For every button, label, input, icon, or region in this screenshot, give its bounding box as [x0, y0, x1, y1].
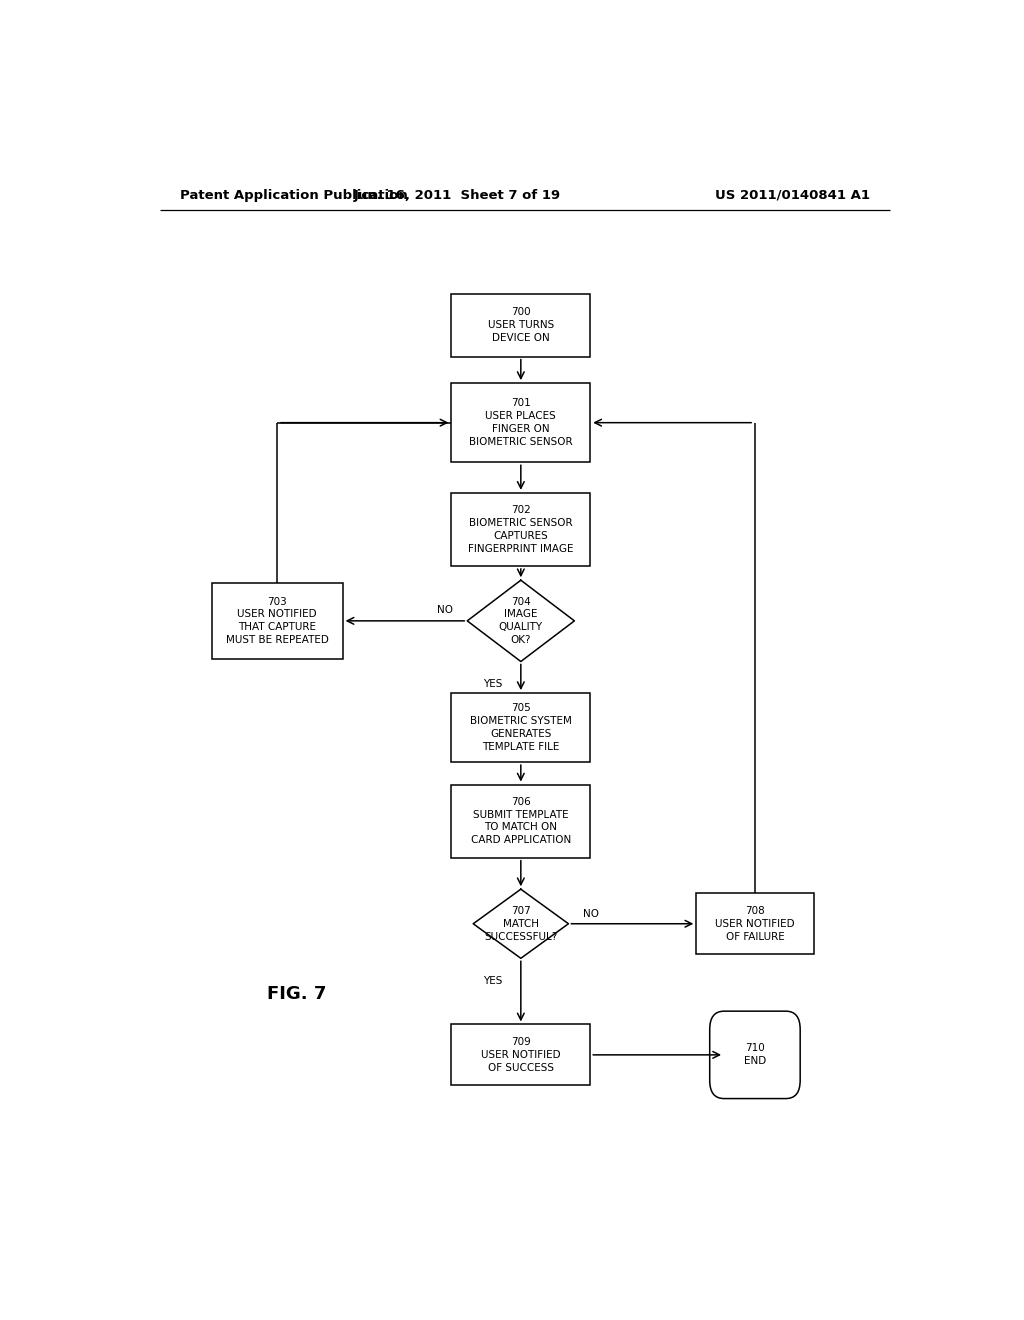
FancyBboxPatch shape — [710, 1011, 800, 1098]
FancyBboxPatch shape — [452, 784, 590, 858]
Text: FIG. 7: FIG. 7 — [267, 985, 327, 1003]
Text: US 2011/0140841 A1: US 2011/0140841 A1 — [715, 189, 870, 202]
Text: 708
USER NOTIFIED
OF FAILURE: 708 USER NOTIFIED OF FAILURE — [715, 906, 795, 941]
Text: NO: NO — [583, 908, 599, 919]
FancyBboxPatch shape — [452, 693, 590, 762]
Text: 704
IMAGE
QUALITY
OK?: 704 IMAGE QUALITY OK? — [499, 597, 543, 645]
Text: 709
USER NOTIFIED
OF SUCCESS: 709 USER NOTIFIED OF SUCCESS — [481, 1038, 561, 1073]
Text: 706
SUBMIT TEMPLATE
TO MATCH ON
CARD APPLICATION: 706 SUBMIT TEMPLATE TO MATCH ON CARD APP… — [471, 797, 571, 845]
Text: 707
MATCH
SUCCESSFUL?: 707 MATCH SUCCESSFUL? — [484, 906, 557, 941]
Text: 701
USER PLACES
FINGER ON
BIOMETRIC SENSOR: 701 USER PLACES FINGER ON BIOMETRIC SENS… — [469, 399, 572, 447]
Polygon shape — [473, 890, 568, 958]
FancyBboxPatch shape — [452, 293, 590, 356]
Text: 702
BIOMETRIC SENSOR
CAPTURES
FINGERPRINT IMAGE: 702 BIOMETRIC SENSOR CAPTURES FINGERPRIN… — [468, 506, 573, 553]
Text: Jun. 16, 2011  Sheet 7 of 19: Jun. 16, 2011 Sheet 7 of 19 — [353, 189, 561, 202]
Text: 700
USER TURNS
DEVICE ON: 700 USER TURNS DEVICE ON — [487, 308, 554, 343]
Text: 705
BIOMETRIC SYSTEM
GENERATES
TEMPLATE FILE: 705 BIOMETRIC SYSTEM GENERATES TEMPLATE … — [470, 704, 571, 752]
FancyBboxPatch shape — [452, 492, 590, 566]
FancyBboxPatch shape — [452, 383, 590, 462]
Text: 703
USER NOTIFIED
THAT CAPTURE
MUST BE REPEATED: 703 USER NOTIFIED THAT CAPTURE MUST BE R… — [225, 597, 329, 645]
FancyBboxPatch shape — [452, 1024, 590, 1085]
Text: YES: YES — [483, 975, 503, 986]
Text: YES: YES — [483, 678, 503, 689]
Text: 710
END: 710 END — [743, 1044, 766, 1067]
Polygon shape — [467, 581, 574, 661]
FancyBboxPatch shape — [212, 582, 343, 659]
Text: NO: NO — [437, 605, 453, 615]
Text: Patent Application Publication: Patent Application Publication — [179, 189, 408, 202]
FancyBboxPatch shape — [696, 894, 814, 954]
